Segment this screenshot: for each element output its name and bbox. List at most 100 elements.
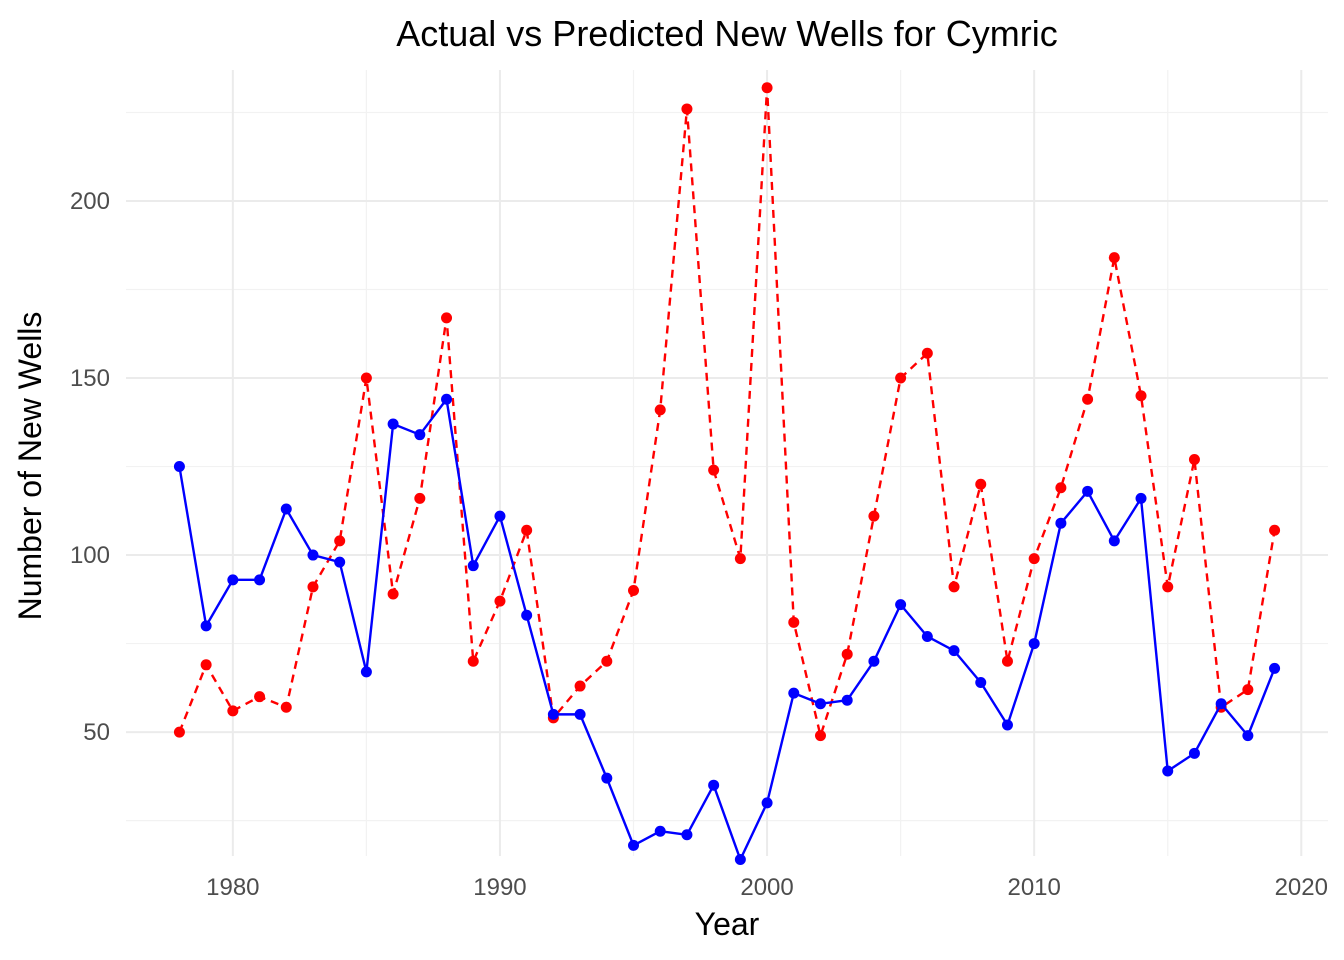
data-point bbox=[334, 535, 346, 547]
data-point bbox=[975, 677, 987, 689]
data-point bbox=[1215, 698, 1227, 710]
data-point bbox=[574, 708, 586, 720]
series-solid bbox=[173, 393, 1281, 866]
y-axis-ticks: 50 100 150 200 bbox=[70, 188, 110, 746]
x-tick-label: 2020 bbox=[1275, 874, 1328, 901]
data-point bbox=[868, 655, 880, 667]
x-axis-title: Year bbox=[695, 906, 760, 942]
data-point bbox=[895, 372, 907, 384]
data-point bbox=[1242, 730, 1254, 742]
series-line bbox=[178, 398, 1276, 861]
data-point bbox=[200, 659, 212, 671]
series-dashed bbox=[173, 82, 1281, 742]
x-tick-label: 1980 bbox=[206, 874, 259, 901]
data-point bbox=[681, 103, 693, 115]
data-point bbox=[467, 560, 479, 572]
data-point bbox=[227, 574, 239, 586]
chart-title: Actual vs Predicted New Wells for Cymric bbox=[396, 13, 1058, 54]
data-point bbox=[628, 584, 640, 596]
data-point bbox=[1028, 638, 1040, 650]
data-point bbox=[173, 726, 185, 738]
data-point bbox=[307, 549, 319, 561]
data-point bbox=[1242, 684, 1254, 696]
data-point bbox=[761, 797, 773, 809]
data-point bbox=[921, 347, 933, 359]
data-point bbox=[1188, 453, 1200, 465]
data-point bbox=[1108, 535, 1120, 547]
data-point bbox=[601, 655, 613, 667]
data-point bbox=[360, 666, 372, 678]
data-point bbox=[441, 312, 453, 324]
data-point bbox=[1269, 524, 1281, 536]
data-point bbox=[200, 620, 212, 632]
data-point bbox=[601, 772, 613, 784]
data-point bbox=[975, 478, 987, 490]
data-point bbox=[788, 687, 800, 699]
data-point bbox=[708, 779, 720, 791]
data-point bbox=[628, 839, 640, 851]
x-axis-ticks: 1980 1990 2000 2010 2020 bbox=[206, 874, 1328, 901]
data-point bbox=[414, 492, 426, 504]
data-point bbox=[1135, 492, 1147, 504]
data-point bbox=[841, 648, 853, 660]
data-point bbox=[307, 581, 319, 593]
minor-gridlines bbox=[126, 70, 1328, 856]
data-point bbox=[948, 645, 960, 657]
data-point bbox=[1162, 765, 1174, 777]
x-tick-label: 1990 bbox=[473, 874, 526, 901]
data-point bbox=[734, 553, 746, 565]
data-point bbox=[494, 595, 506, 607]
data-point bbox=[494, 510, 506, 522]
data-point bbox=[521, 524, 533, 536]
data-point bbox=[761, 82, 773, 94]
data-point bbox=[868, 510, 880, 522]
data-point bbox=[1055, 482, 1067, 494]
data-point bbox=[1001, 655, 1013, 667]
y-tick-label: 200 bbox=[70, 188, 110, 215]
data-point bbox=[654, 404, 666, 416]
data-point bbox=[441, 393, 453, 405]
data-point bbox=[1082, 485, 1094, 497]
data-point bbox=[334, 556, 346, 568]
data-point bbox=[1082, 393, 1094, 405]
data-point bbox=[387, 418, 399, 430]
data-point bbox=[280, 701, 292, 713]
y-tick-label: 100 bbox=[70, 542, 110, 569]
y-axis-title: Number of New Wells bbox=[12, 312, 48, 621]
major-gridlines bbox=[126, 70, 1328, 856]
data-point bbox=[681, 829, 693, 841]
data-point bbox=[788, 616, 800, 628]
data-point bbox=[1055, 517, 1067, 529]
data-point bbox=[841, 694, 853, 706]
x-tick-label: 2000 bbox=[740, 874, 793, 901]
data-point bbox=[1188, 747, 1200, 759]
data-point bbox=[467, 655, 479, 667]
data-point bbox=[360, 372, 372, 384]
data-point bbox=[227, 705, 239, 717]
data-point bbox=[708, 464, 720, 476]
series-layer bbox=[173, 82, 1281, 866]
data-point bbox=[280, 503, 292, 515]
data-point bbox=[814, 730, 826, 742]
data-point bbox=[948, 581, 960, 593]
data-point bbox=[1269, 662, 1281, 674]
data-point bbox=[814, 698, 826, 710]
data-point bbox=[173, 461, 185, 473]
data-point bbox=[895, 599, 907, 611]
data-point bbox=[734, 854, 746, 866]
data-point bbox=[254, 691, 266, 703]
data-point bbox=[654, 825, 666, 837]
x-tick-label: 2010 bbox=[1007, 874, 1060, 901]
data-point bbox=[521, 609, 533, 621]
y-tick-label: 50 bbox=[83, 719, 110, 746]
data-point bbox=[547, 708, 559, 720]
data-point bbox=[1135, 390, 1147, 402]
data-point bbox=[1162, 581, 1174, 593]
data-point bbox=[921, 630, 933, 642]
data-point bbox=[1108, 252, 1120, 264]
series-line bbox=[178, 86, 1276, 737]
y-tick-label: 150 bbox=[70, 365, 110, 392]
data-point bbox=[387, 588, 399, 600]
data-point bbox=[254, 574, 266, 586]
